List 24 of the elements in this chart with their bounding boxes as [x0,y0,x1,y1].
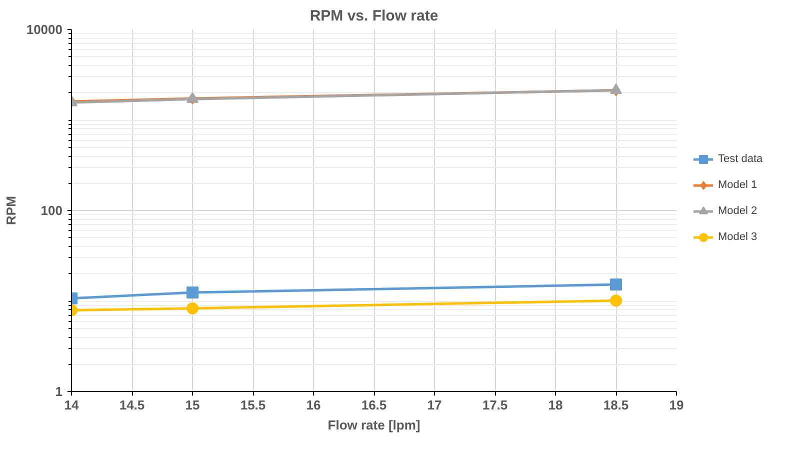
legend-label: Model 2 [718,205,758,217]
point [610,278,622,291]
point [610,83,622,94]
x-tick-label: 17 [427,398,442,412]
x-tick-label: 15 [185,398,200,412]
y-tick-label: 10000 [26,22,63,37]
legend-label: Model 3 [718,231,758,243]
y-tick-label: 100 [40,203,63,218]
x-tick-label: 19 [669,398,684,412]
y-axis-title: RPM [3,196,18,225]
y-tick-label: 1 [55,384,63,399]
x-tick-label: 14 [64,398,80,412]
x-tick-label: 17.5 [482,398,508,412]
point [610,294,622,307]
legend-label: Model 1 [718,179,758,191]
x-tick-label: 16 [306,398,321,412]
x-tick-label: 16.5 [361,398,387,412]
x-axis-title: Flow rate [lpm] [328,418,420,432]
legend-label: Test data [718,153,763,165]
chart-title: RPM vs. Flow rate [310,8,438,24]
x-tick-label: 18 [548,398,563,412]
x-tick-label: 14.5 [119,398,145,412]
x-tick-label: 15.5 [240,398,266,412]
x-tick-label: 18.5 [603,398,629,412]
